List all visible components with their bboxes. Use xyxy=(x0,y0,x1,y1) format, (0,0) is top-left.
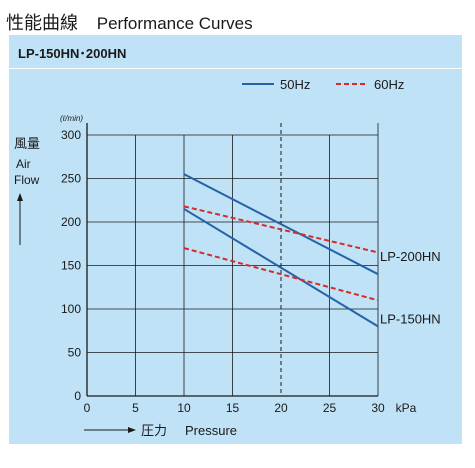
x-tick-label-15: 15 xyxy=(226,401,240,415)
title-japanese: 性能曲線 xyxy=(6,13,78,33)
y-tick-label-0: 0 xyxy=(74,389,81,403)
x-tick-label-20: 20 xyxy=(274,401,288,415)
x-axis-label-en: Pressure xyxy=(185,423,237,438)
series-line-1 xyxy=(183,205,379,254)
x-tick-label-30: 30 xyxy=(371,401,385,415)
x-axis-arrow-head xyxy=(128,427,136,433)
title-english: Performance Curves xyxy=(96,14,253,33)
y-tick-label-200: 200 xyxy=(61,215,81,229)
y-tick-label-150: 150 xyxy=(61,259,81,273)
panel-divider xyxy=(9,68,462,69)
y-tick-label-300: 300 xyxy=(61,128,81,142)
y-tick-label-100: 100 xyxy=(61,302,81,316)
page-header: 性能曲線 Performance Curves xyxy=(6,9,253,35)
y-axis-arrow-head xyxy=(17,193,23,201)
x-axis-unit: kPa xyxy=(396,401,417,415)
x-tick-label-0: 0 xyxy=(84,401,91,415)
legend-label-50Hz: 50Hz xyxy=(280,77,310,92)
y-axis-unit: (ℓ/min) xyxy=(60,114,83,123)
series-line-3 xyxy=(183,247,379,302)
annotation-LP-150HN: LP-150HN xyxy=(380,311,441,326)
chart-panel: LP-150HN･200HN 0 50 100 150 200 250 300 0 5 10 15 2… xyxy=(9,35,462,444)
series-line-0 xyxy=(183,173,379,276)
performance-chart: 0 50 100 150 200 250 300 0 5 10 15 20 25 30 (ℓ/min) 風量 A… xyxy=(14,77,441,438)
x-tick-label-5: 5 xyxy=(132,401,139,415)
series-line-2 xyxy=(183,208,379,328)
y-tick-label-50: 50 xyxy=(68,346,82,360)
y-axis-label-jp: 風量 xyxy=(14,136,40,151)
y-tick-label-250: 250 xyxy=(61,172,81,186)
y-axis-label-flow: Flow xyxy=(14,173,40,187)
legend-label-60Hz: 60Hz xyxy=(374,77,404,92)
y-axis-label-air: Air xyxy=(16,157,31,171)
x-tick-label-10: 10 xyxy=(177,401,191,415)
x-axis-label-jp: 圧力 xyxy=(141,423,167,438)
model-label: LP-150HN･200HN xyxy=(18,46,127,61)
annotation-LP-200HN: LP-200HN xyxy=(380,249,441,264)
x-tick-label-25: 25 xyxy=(323,401,337,415)
